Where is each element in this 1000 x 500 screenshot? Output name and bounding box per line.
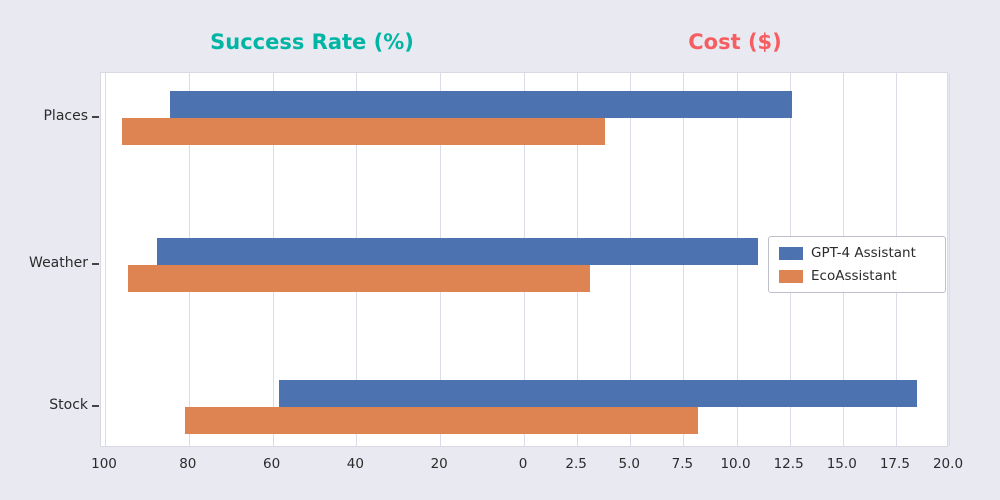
x-tick-label: 80	[179, 456, 197, 472]
bar-gpt-4-assistant-places	[169, 91, 792, 118]
gridline	[949, 73, 950, 446]
chart-title-cost: Cost ($)	[688, 30, 782, 54]
legend-swatch	[779, 269, 803, 283]
legend-item: EcoAssistant	[779, 268, 935, 284]
x-tick-label: 20.0	[932, 456, 964, 472]
x-tick-label: 2.5	[565, 456, 587, 472]
x-tick-label: 40	[346, 456, 364, 472]
x-tick-label: 5.0	[618, 456, 640, 472]
x-tick-label: 10.0	[720, 456, 751, 472]
legend: GPT-4 Assistant EcoAssistant	[768, 236, 946, 293]
x-tick-label: 17.5	[879, 456, 910, 472]
x-tick-label: 0	[518, 456, 528, 472]
y-tick-mark	[92, 263, 99, 265]
y-tick-label: Places	[43, 108, 88, 124]
x-tick-label: 15.0	[826, 456, 857, 472]
legend-label: EcoAssistant	[811, 268, 897, 284]
legend-swatch	[779, 246, 803, 260]
y-tick-label: Stock	[49, 397, 88, 413]
bar-gpt-4-assistant-stock	[278, 380, 918, 407]
bar-ecoassistant-places	[121, 118, 605, 145]
legend-item: GPT-4 Assistant	[779, 245, 935, 261]
bar-ecoassistant-stock	[184, 407, 699, 434]
x-tick-label: 60	[263, 456, 281, 472]
x-tick-label: 12.5	[773, 456, 804, 472]
x-tick-label: 7.5	[671, 456, 694, 472]
bar-gpt-4-assistant-weather	[157, 238, 758, 265]
y-tick-mark	[92, 405, 99, 407]
legend-label: GPT-4 Assistant	[811, 245, 916, 261]
gridline	[105, 73, 106, 446]
x-tick-label: 20	[430, 456, 448, 472]
chart-title-success-rate: Success Rate (%)	[210, 30, 414, 54]
x-tick-label: 100	[91, 456, 117, 472]
bar-ecoassistant-weather	[128, 265, 590, 292]
y-tick-mark	[92, 116, 99, 118]
y-tick-label: Weather	[29, 255, 88, 271]
